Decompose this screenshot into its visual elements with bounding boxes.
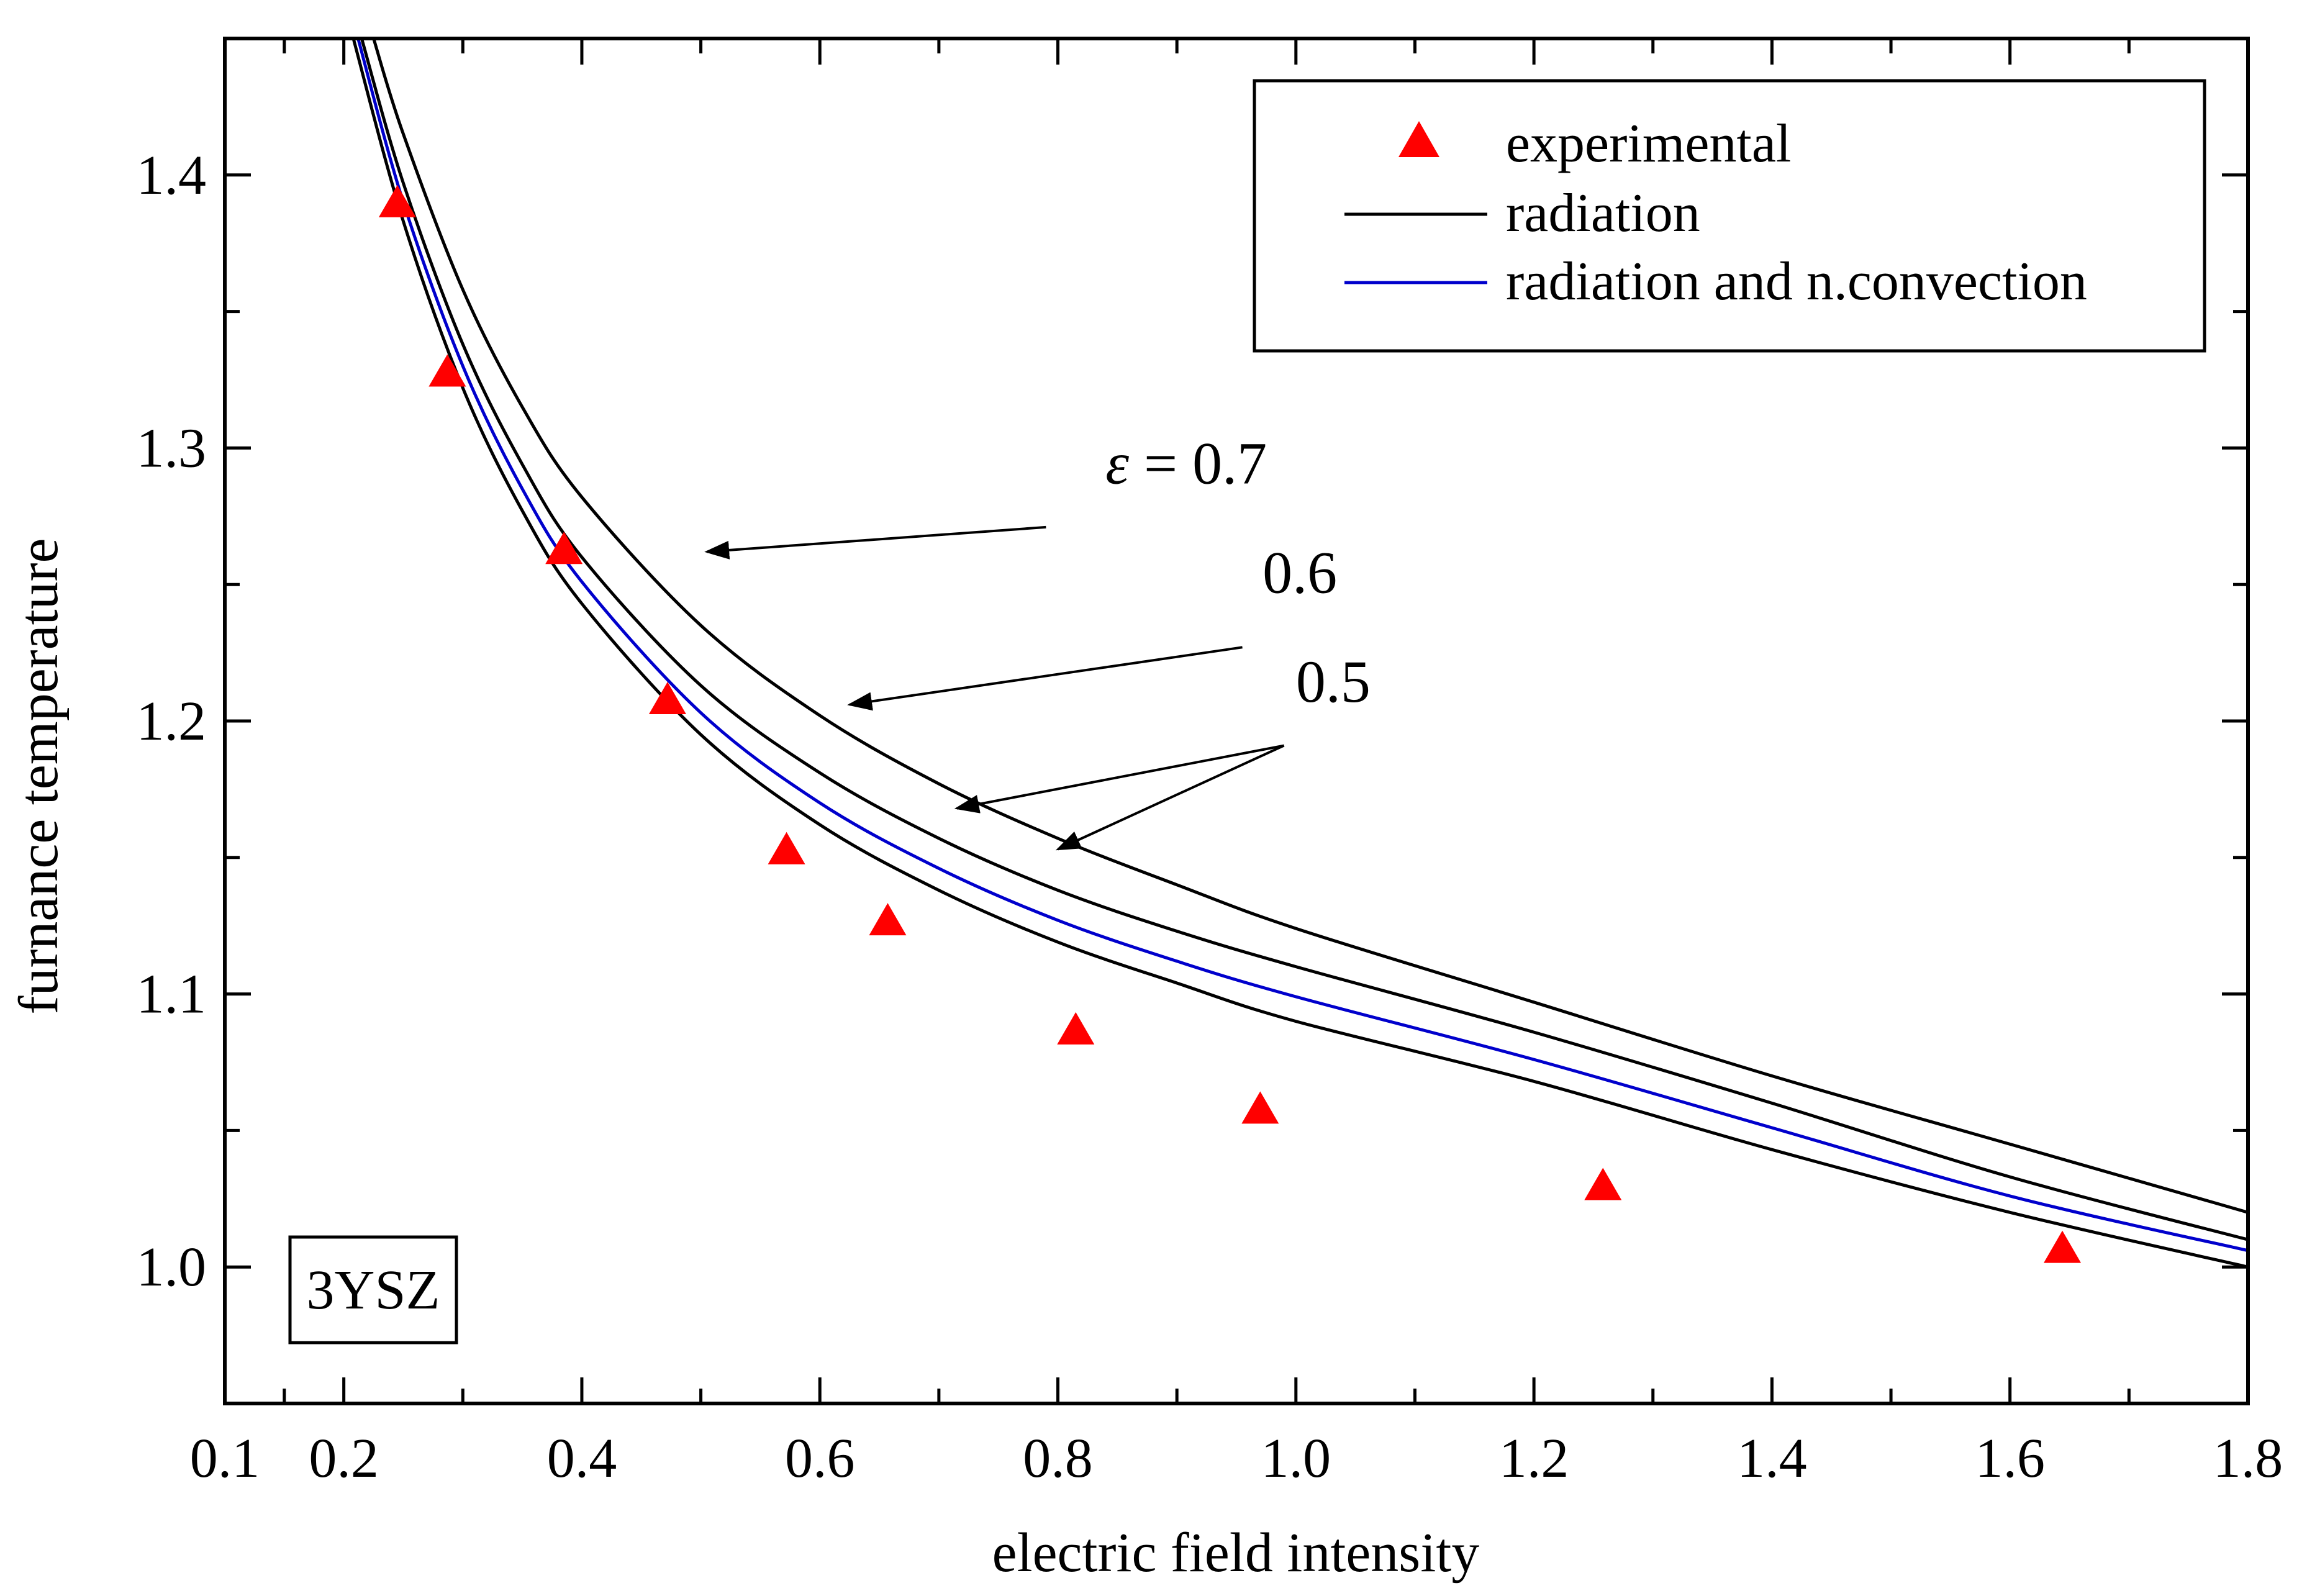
series-line-3	[372, 39, 2248, 1214]
experimental-point	[1057, 1012, 1095, 1045]
annotation-label: 0.5	[1296, 648, 1371, 715]
y-tick-label: 1.3	[137, 417, 207, 479]
experimental-point	[768, 832, 805, 864]
x-axis-title: electric field intensity	[992, 1522, 1480, 1584]
annotation-arrow	[847, 646, 1243, 711]
x-tick-label: 1.8	[2213, 1428, 2283, 1489]
annotations: ε = 0.7 0.6 0.5	[704, 430, 1371, 851]
legend-radiation-label: radiation	[1506, 183, 1700, 243]
annotation-arrow	[954, 744, 1285, 814]
y-tick-label: 1.4	[137, 145, 207, 206]
experimental-point	[1584, 1168, 1622, 1200]
sample-label: 3YSZ	[288, 1235, 458, 1344]
annotation-arrow	[1055, 744, 1285, 851]
experimental-point	[545, 532, 583, 564]
sample-label-box	[288, 1235, 458, 1344]
annotation-arrow	[704, 525, 1046, 560]
x-tick-label: 1.4	[1737, 1428, 1807, 1489]
legend-experimental-label: experimental	[1506, 114, 1791, 174]
experimental-point	[378, 184, 416, 217]
x-tick-label: 1.2	[1499, 1428, 1569, 1489]
y-tick-label: 1.2	[137, 691, 207, 752]
plot-markers	[378, 184, 2082, 1263]
experimental-point	[1241, 1091, 1279, 1124]
x-tick-label: 1.0	[1261, 1428, 1331, 1489]
y-axis-title: furnance temperature	[8, 538, 70, 1014]
x-tick-label: 0.8	[1023, 1428, 1093, 1489]
series-line-2	[360, 39, 2248, 1241]
experimental-point	[869, 903, 907, 936]
x-tick-label: 0.2	[309, 1428, 379, 1489]
x-tick-labels: 0.1 0.2 0.4 0.6 0.8 1.0 1.2 1.4 1.6 1.8	[190, 1428, 2283, 1489]
sample-label-text: 3YSZ	[306, 1259, 440, 1321]
y-tick-label: 1.1	[137, 964, 207, 1025]
x-tick-label: 1.6	[1975, 1428, 2045, 1489]
legend-convection-label: radiation and n.convection	[1506, 252, 2087, 312]
experimental-point	[2044, 1230, 2082, 1263]
y-tick-label: 1.0	[137, 1236, 207, 1298]
x-tick-label: 0.1	[190, 1428, 260, 1489]
legend: experimental radiation radiation and n.c…	[1253, 79, 2206, 353]
plot-lines	[351, 39, 2248, 1269]
experimental-point	[428, 354, 466, 387]
annotation-label: 0.6	[1262, 539, 1337, 605]
series-line-4	[356, 39, 2248, 1253]
legend-experimental-marker	[1398, 121, 1439, 157]
x-tick-label: 0.6	[785, 1428, 855, 1489]
axis-ticks	[225, 37, 2250, 1405]
y-tick-labels: 1.0 1.1 1.2 1.3 1.4	[137, 145, 207, 1298]
series-line-1	[351, 39, 2248, 1269]
x-tick-label: 0.4	[547, 1428, 617, 1489]
annotation-label: ε = 0.7	[1105, 430, 1267, 497]
experimental-point	[648, 681, 686, 714]
